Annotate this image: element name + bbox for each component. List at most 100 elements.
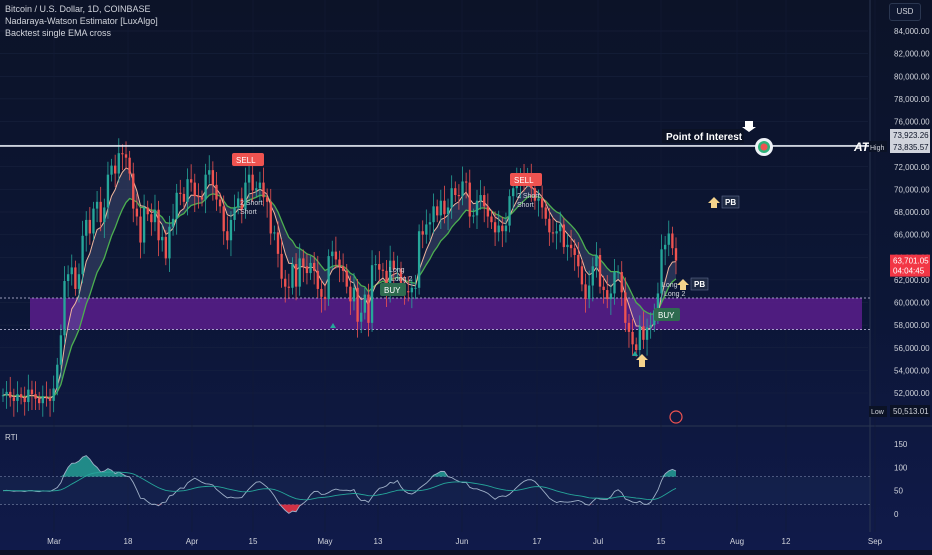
time-axis[interactable]: Mar 18 Apr 15 May 13 Jun 17 Jul 15 Aug 12 Sep [47, 537, 883, 546]
candle-body [56, 364, 59, 389]
candle [479, 180, 482, 210]
candle [370, 250, 374, 332]
candle-body [273, 232, 276, 234]
candle-body [255, 188, 258, 191]
candle [483, 186, 486, 223]
candle-body [222, 206, 225, 232]
candle [189, 164, 193, 192]
candle-body [99, 201, 102, 223]
candle-body [660, 249, 663, 294]
down-arrow-icon [742, 121, 756, 132]
sell-label-2: SELL [510, 173, 542, 186]
candle-body [164, 236, 167, 259]
candle-body [106, 174, 110, 208]
time-tick-label: 15 [657, 537, 666, 546]
price-tick-label: 58,000.00 [894, 321, 930, 330]
candle [620, 261, 623, 306]
candle-body [45, 396, 48, 398]
candle [182, 187, 186, 209]
rti-label[interactable]: RTI [5, 433, 18, 442]
ema-cloud [3, 167, 676, 399]
candle-body [233, 207, 236, 220]
sell-label-1-box [232, 153, 264, 166]
candle [613, 259, 616, 305]
candle-body [475, 200, 479, 216]
candle [142, 194, 146, 254]
candle [504, 212, 508, 243]
price-tick-label: 78,000.00 [894, 95, 930, 104]
candle [258, 171, 262, 202]
candle-body [606, 290, 609, 300]
candle-body [208, 170, 211, 175]
candle-body [320, 288, 323, 297]
candle [121, 144, 124, 171]
indicator-nadaraya-label[interactable]: Nadaraya-Watson Estimator [LuxAlgo] [5, 16, 158, 26]
candle-body [30, 389, 34, 395]
candle [27, 374, 30, 412]
candle-body [374, 264, 377, 266]
candle [407, 276, 410, 302]
candle [559, 211, 562, 243]
candle [410, 278, 414, 309]
candle-body [110, 165, 113, 175]
candle-body [9, 391, 12, 398]
long-label-1: Long [389, 267, 405, 274]
candle [334, 236, 338, 269]
rti-overbought-fill [3, 455, 676, 477]
candle [616, 265, 620, 279]
candle-body [341, 266, 345, 271]
long-label-2b: Long 2 [391, 276, 413, 283]
candle [171, 203, 175, 236]
candle [153, 194, 157, 232]
candle [591, 257, 594, 302]
candle-body [493, 222, 497, 233]
candle-body [287, 286, 291, 288]
candle-body [407, 291, 410, 293]
candle-body [417, 231, 421, 288]
indicator-backtest-label[interactable]: Backtest single EMA cross [5, 28, 112, 38]
candle-body [226, 231, 229, 241]
candle-body [182, 193, 186, 202]
candle [48, 388, 52, 417]
candle-body [38, 398, 41, 404]
candle-body [34, 394, 37, 399]
candle [208, 155, 211, 184]
price-tick-label: 82,000.00 [894, 50, 930, 59]
candle [360, 299, 363, 334]
candle [331, 240, 334, 270]
candle-body [674, 248, 678, 261]
last-price-tag-box [890, 254, 930, 267]
candle [19, 387, 23, 405]
alert-icon [669, 410, 683, 424]
candle-body [472, 215, 475, 217]
candle-body [284, 278, 287, 287]
candle [414, 274, 417, 300]
candle [598, 248, 602, 294]
candle-body [153, 209, 157, 223]
poi-box [662, 129, 744, 143]
candle-body [229, 219, 233, 241]
candle-body [457, 195, 461, 197]
candle [34, 381, 37, 410]
candle [584, 273, 587, 313]
candle-body [135, 208, 139, 217]
candle [428, 213, 432, 241]
rti-tick-label: 0 [894, 510, 899, 519]
candle-body [294, 264, 298, 287]
candle-body [378, 264, 381, 270]
support-zone [0, 297, 870, 330]
candle-body [562, 224, 566, 248]
candle [624, 277, 627, 332]
candle-body [345, 270, 348, 287]
high-tag: High [870, 145, 885, 152]
rti-tick-label: 100 [894, 463, 908, 472]
candle [645, 318, 649, 356]
long-label-2: Long [662, 282, 678, 289]
currency-button[interactable]: USD [889, 3, 921, 21]
candle-body [161, 236, 164, 241]
candle [222, 195, 225, 245]
price-axis[interactable]: 84,000.00 82,000.00 80,000.00 78,000.00 76,0… [869, 27, 930, 519]
candle-body [410, 287, 414, 293]
candle-body [450, 188, 453, 208]
